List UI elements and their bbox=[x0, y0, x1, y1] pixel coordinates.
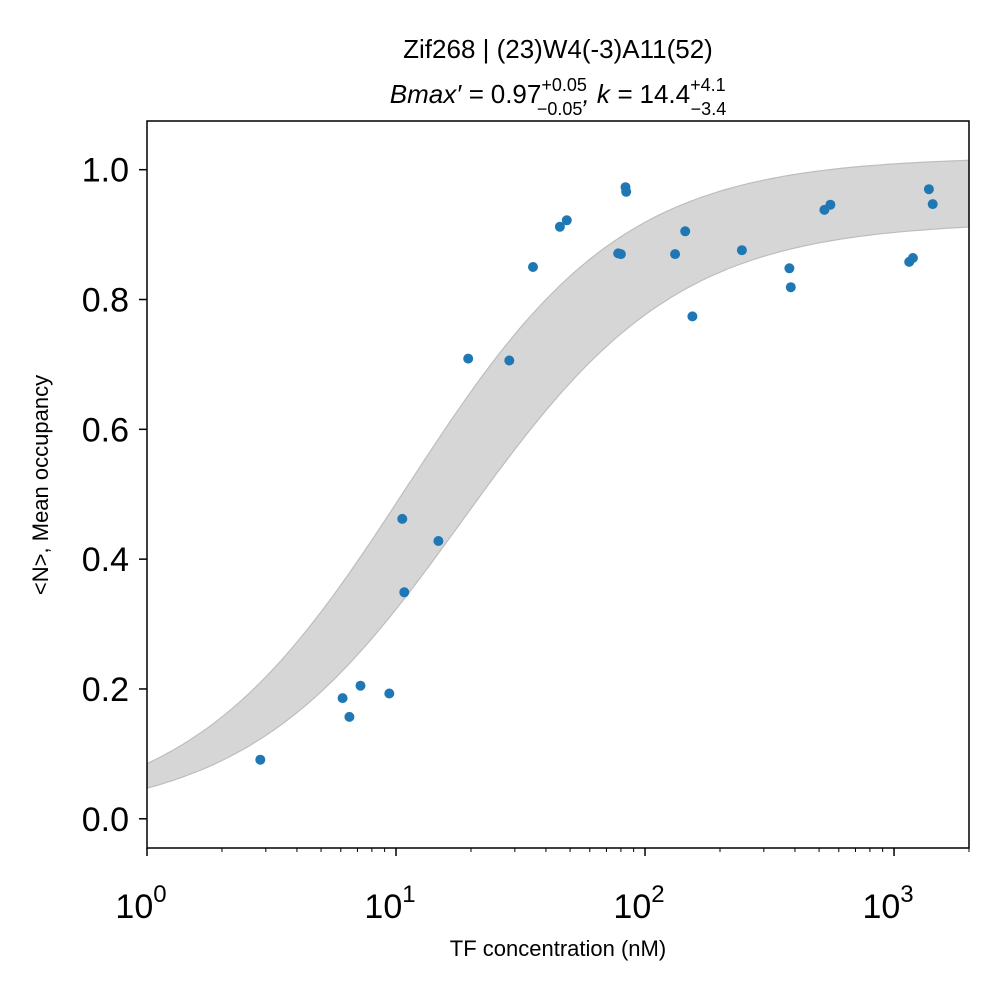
data-point bbox=[687, 311, 698, 322]
data-point bbox=[923, 184, 934, 195]
data-point bbox=[337, 693, 348, 704]
fit-confidence-band bbox=[146, 159, 970, 789]
data-point bbox=[785, 282, 796, 293]
y-tick-label: 0.2 bbox=[82, 671, 129, 709]
data-point bbox=[927, 199, 938, 210]
x-tick-label: 100 bbox=[115, 881, 166, 926]
chart-title: Zif268 | (23)W4(-3)A11(52) bbox=[403, 34, 713, 64]
x-tick-label: 102 bbox=[613, 881, 664, 926]
data-point bbox=[463, 353, 474, 364]
data-point bbox=[528, 262, 538, 272]
fit-band-layer bbox=[146, 159, 970, 789]
data-point bbox=[621, 186, 632, 197]
y-tick-label: 0.6 bbox=[82, 411, 129, 449]
data-points-layer bbox=[255, 182, 938, 765]
data-point bbox=[399, 587, 410, 598]
data-point bbox=[615, 249, 626, 260]
data-point bbox=[504, 355, 515, 366]
x-axis: 100 101 102 103 bbox=[115, 848, 970, 926]
data-point bbox=[670, 249, 681, 260]
bmax-value: 0.97 bbox=[491, 79, 542, 109]
x-tick-label: 101 bbox=[364, 881, 415, 926]
data-point bbox=[680, 226, 691, 237]
data-point bbox=[433, 536, 444, 546]
y-axis-label: <N>, Mean occupancy bbox=[28, 375, 53, 595]
y-tick-label: 0.4 bbox=[82, 541, 129, 579]
data-point bbox=[554, 221, 565, 232]
data-point bbox=[344, 711, 355, 722]
bmax-minus: −0.05 bbox=[537, 99, 583, 119]
data-point bbox=[784, 263, 795, 274]
x-tick-label: 103 bbox=[862, 881, 913, 926]
y-tick-label: 0.0 bbox=[82, 801, 129, 839]
data-point bbox=[561, 215, 572, 226]
k-value: 14.4 bbox=[640, 79, 691, 109]
k-label: , k = bbox=[582, 79, 639, 109]
data-point bbox=[736, 245, 747, 256]
bmax-plus: +0.05 bbox=[541, 75, 587, 95]
k-minus: −3.4 bbox=[691, 99, 727, 119]
plot-frame bbox=[146, 120, 970, 849]
bmax-label: Bmax′ = bbox=[390, 79, 491, 109]
data-point bbox=[384, 688, 395, 699]
y-axis: 0.0 0.2 0.4 0.6 0.8 1.0 bbox=[82, 152, 147, 839]
y-tick-label: 1.0 bbox=[82, 152, 129, 190]
data-point bbox=[255, 754, 266, 765]
y-tick-label: 0.8 bbox=[82, 282, 129, 320]
x-axis-label: TF concentration (nM) bbox=[450, 936, 666, 961]
k-plus: +4.1 bbox=[690, 75, 726, 95]
chart-subtitle: Bmax′ = 0.97+0.05 −0.05, k = 14.4+4.1 −3.4 bbox=[390, 75, 726, 119]
data-point bbox=[907, 253, 918, 263]
data-point bbox=[825, 199, 836, 210]
data-point bbox=[355, 680, 366, 691]
data-point bbox=[397, 513, 408, 524]
